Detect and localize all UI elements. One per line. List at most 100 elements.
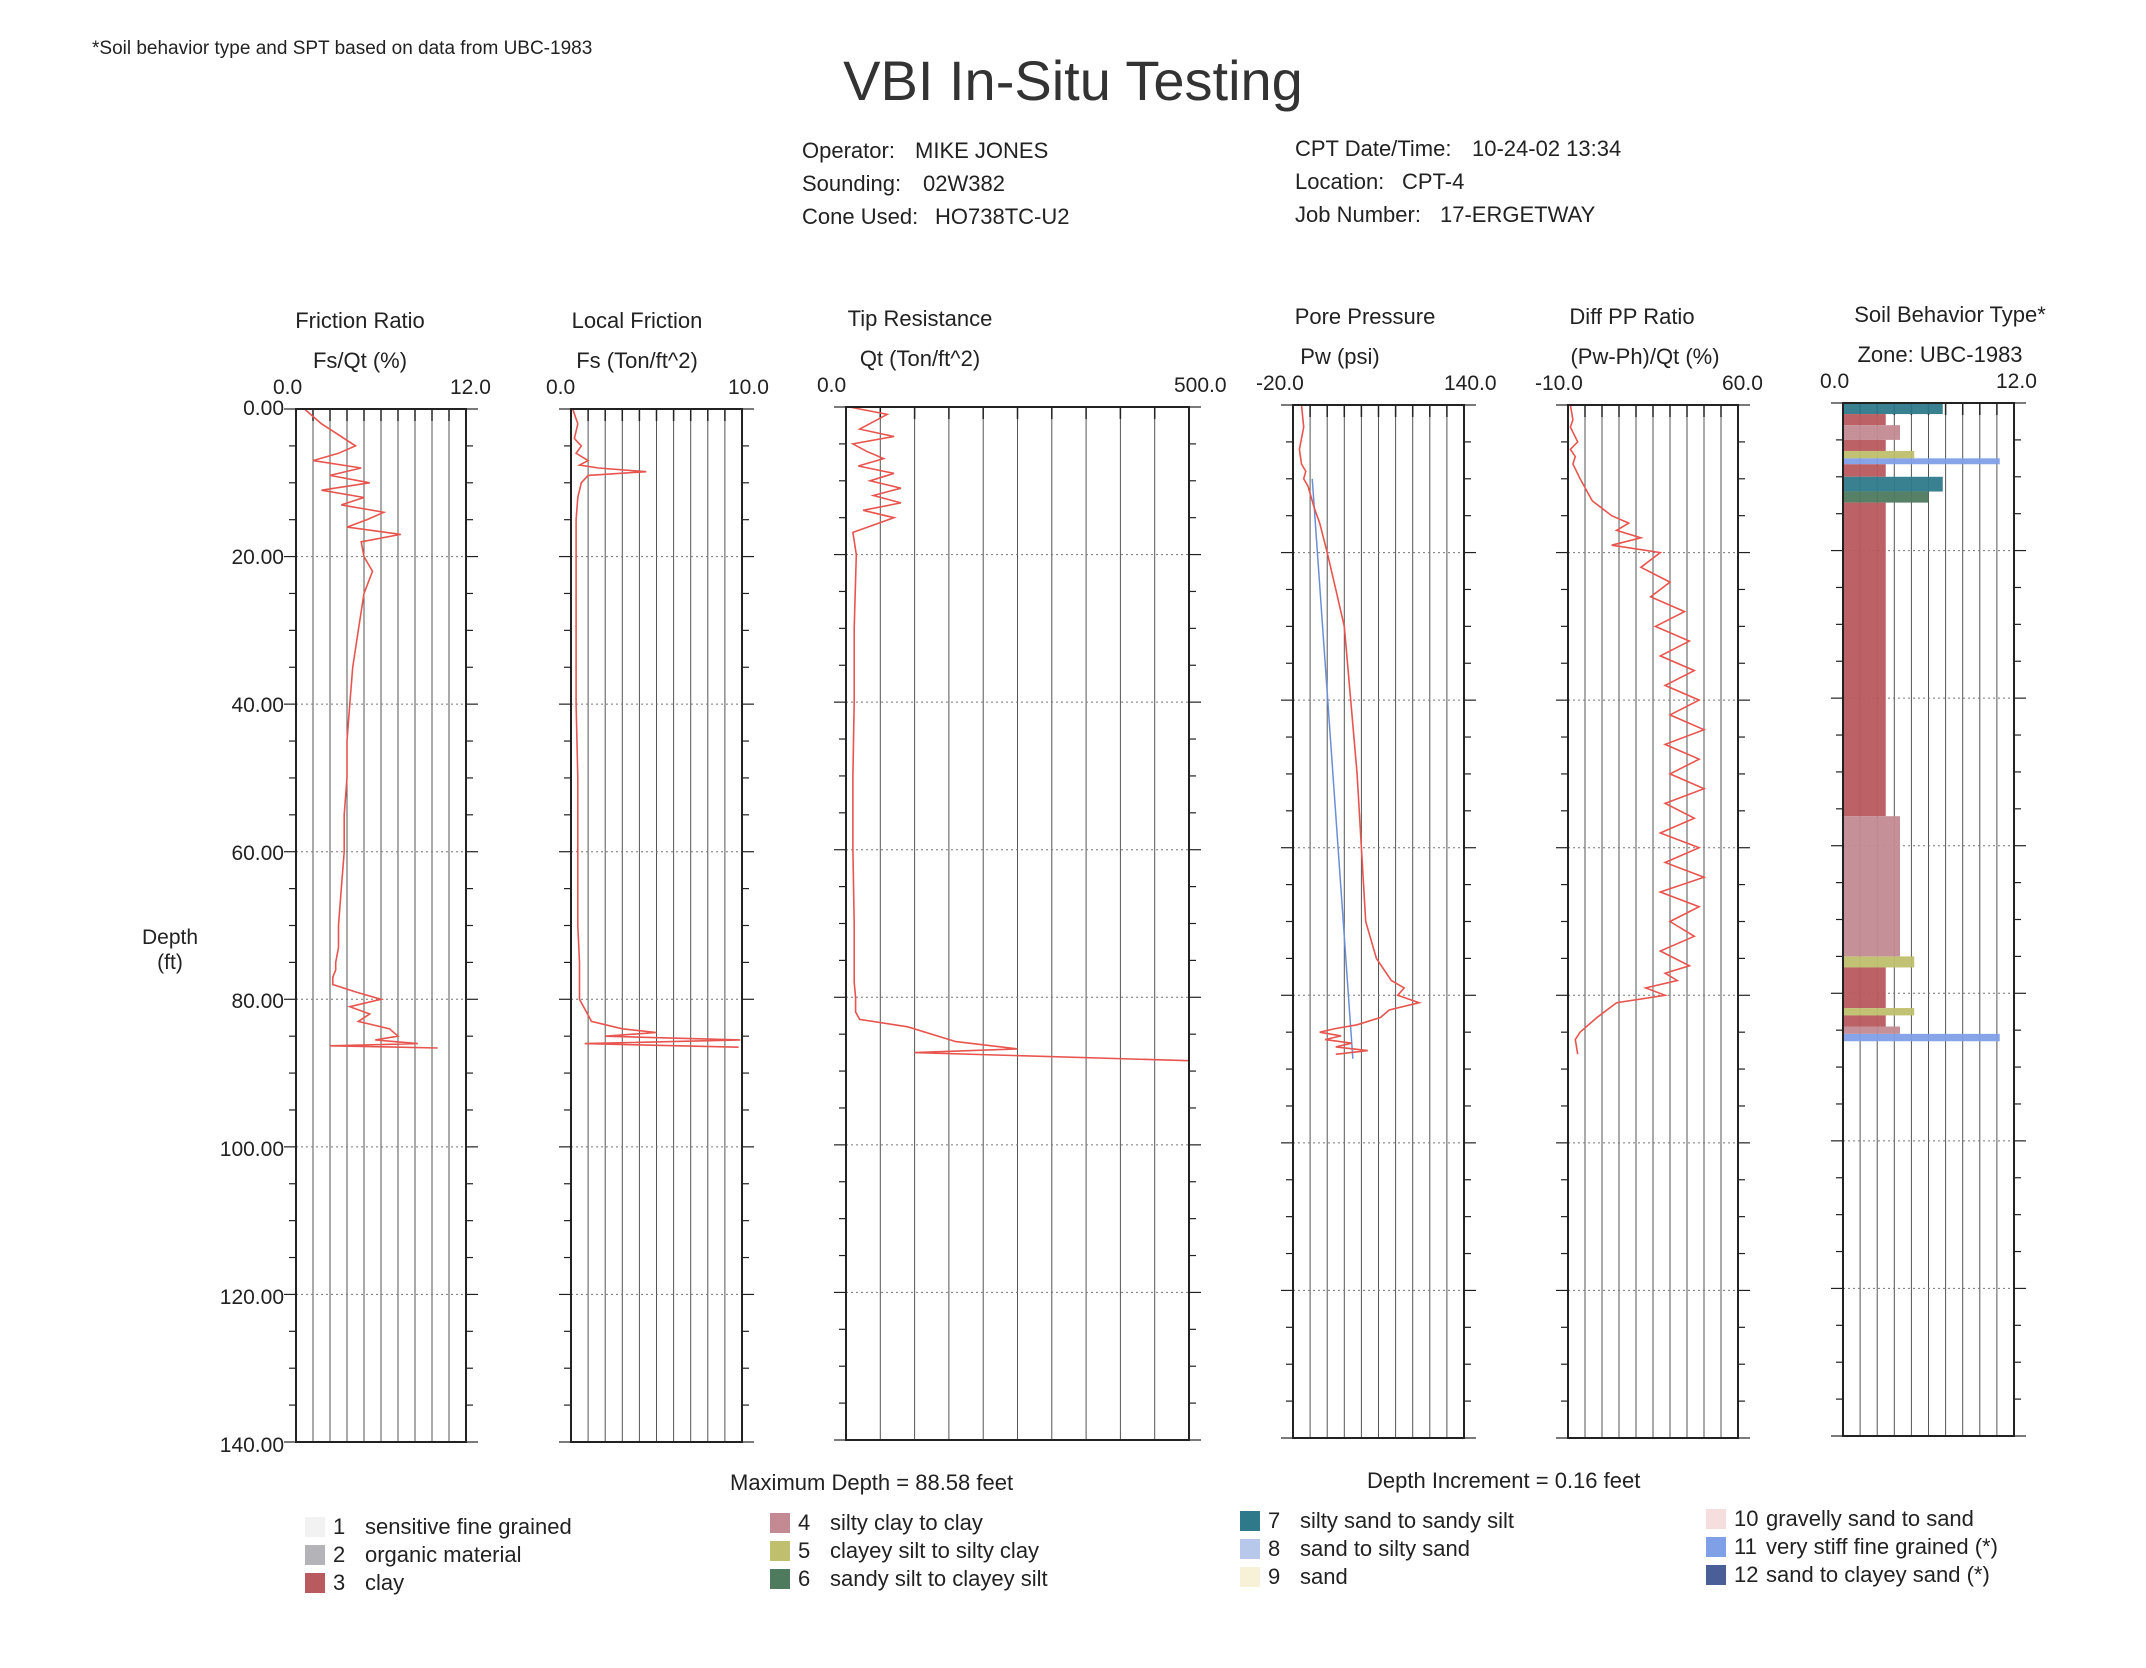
legend-item-zone-5: 5 clayey silt to silty clay	[770, 1538, 1039, 1564]
plot-title-friction-ratio: Friction Ratio	[295, 308, 425, 333]
soil-layer-zone-5	[1843, 1008, 1915, 1016]
soil-layer-zone-3	[1843, 464, 1886, 477]
legend-swatch	[1706, 1509, 1726, 1529]
xtick-left-pore-pressure: -20.0	[1256, 372, 1304, 395]
soil-layer-zone-7	[1843, 403, 1943, 415]
soil-layer-zone-7	[1843, 476, 1943, 492]
legend-item-zone-8: 8 sand to silty sand	[1240, 1536, 1470, 1562]
xtick-left-tip-resistance: 0.0	[817, 374, 847, 397]
max-depth-note: Maximum Depth = 88.58 feet	[730, 1470, 1014, 1495]
soil-layer-zone-4	[1843, 816, 1900, 957]
legend-item-zone-10: 10 gravelly sand to sand	[1706, 1506, 1974, 1532]
legend-swatch	[1240, 1567, 1260, 1587]
data-trace-tip-resistance	[849, 406, 1190, 1062]
soil-layer-zone-4	[1843, 425, 1900, 440]
operator-value: MIKE JONES	[915, 138, 1049, 163]
legend-number: 11	[1734, 1534, 1757, 1559]
plot-xlabel-diff-pp-ratio: (Pw-Ph)/Qt (%)	[1570, 344, 1720, 369]
depth-axis-unit: (ft)	[157, 951, 183, 974]
plot-title-pore-pressure: Pore Pressure	[1294, 304, 1436, 329]
location-label: Location:	[1295, 169, 1385, 194]
data-trace-local-friction	[571, 408, 741, 1048]
depth-tick-60: 60.00	[231, 842, 284, 865]
legend-number: 6	[798, 1566, 811, 1591]
depth-increment-note: Depth Increment = 0.16 feet	[1367, 1468, 1641, 1493]
plot-frame-pore-pressure	[1292, 404, 1465, 1439]
xtick-right-tip-resistance: 500.0	[1174, 374, 1227, 397]
legend-number: 8	[1268, 1536, 1281, 1561]
job-value: 17-ERGETWAY	[1440, 202, 1596, 227]
location-value: CPT-4	[1402, 169, 1465, 194]
legend-swatch	[770, 1513, 790, 1533]
legend-item-zone-1: 1 sensitive fine grained	[305, 1514, 572, 1540]
legend-item-zone-7: 7 silty sand to sandy silt	[1240, 1508, 1514, 1534]
legend-swatch	[770, 1541, 790, 1561]
data-trace-diff-pp-ratio	[1569, 404, 1707, 1055]
depth-tick-140: 140.00	[219, 1434, 284, 1457]
soil-layer-zone-11	[1843, 458, 2000, 465]
legend-swatch	[1706, 1537, 1726, 1557]
legend-item-zone-4: 4 silty clay to clay	[770, 1510, 983, 1536]
source-note: *Soil behavior type and SPT based on dat…	[92, 38, 593, 59]
legend-label: silty sand to sandy silt	[1300, 1508, 1514, 1533]
legend-swatch	[305, 1517, 325, 1537]
plot-xlabel-local-friction: Fs (Ton/ft^2)	[576, 348, 698, 373]
soil-layer-zone-11	[1843, 1033, 2000, 1042]
depth-tick-20: 20.00	[231, 546, 284, 569]
depth-tick-120: 120.00	[219, 1286, 284, 1309]
legend-swatch	[1240, 1539, 1260, 1559]
legend-number: 2	[333, 1542, 346, 1567]
plot-title-soil-behavior: Soil Behavior Type*	[1854, 302, 2046, 327]
plot-xlabel-friction-ratio: Fs/Qt (%)	[312, 348, 408, 373]
xtick-left-friction-ratio: 0.0	[273, 376, 303, 399]
soil-layer-zone-3	[1843, 502, 1886, 817]
plot-title-tip-resistance: Tip Resistance	[847, 306, 993, 331]
legend-label: sand to clayey sand (*)	[1766, 1562, 1990, 1587]
datetime-label: CPT Date/Time:	[1295, 136, 1452, 161]
plot-title-local-friction: Local Friction	[571, 308, 703, 333]
sounding-label: Sounding:	[802, 171, 902, 196]
data-trace-friction-ratio	[303, 408, 438, 1049]
legend-item-zone-12: 12 sand to clayey sand (*)	[1706, 1562, 1990, 1588]
legend-number: 5	[798, 1538, 811, 1563]
soil-layer-zone-6	[1843, 491, 1929, 503]
xtick-right-local-friction: 10.0	[728, 376, 769, 399]
cone-value: HO738TC-U2	[935, 204, 1070, 229]
legend-label: sand	[1300, 1564, 1348, 1589]
legend-label: gravelly sand to sand	[1766, 1506, 1974, 1531]
legend-item-zone-9: 9 sand	[1240, 1564, 1348, 1590]
legend-label: clay	[365, 1570, 405, 1595]
hydrostatic-line	[1311, 478, 1354, 1059]
xtick-left-local-friction: 0.0	[546, 376, 576, 399]
xtick-right-soil-behavior: 12.0	[1996, 370, 2037, 393]
legend-number: 1	[333, 1514, 346, 1539]
xtick-right-friction-ratio: 12.0	[450, 376, 491, 399]
depth-tick-100: 100.00	[219, 1138, 284, 1161]
plot-frame-local-friction	[570, 408, 743, 1443]
legend-label: organic material	[365, 1542, 522, 1567]
xtick-left-diff-pp-ratio: -10.0	[1535, 372, 1583, 395]
soil-layer-zone-5	[1843, 450, 1915, 459]
xtick-right-diff-pp-ratio: 60.0	[1722, 372, 1763, 395]
sounding-value: 02W382	[923, 171, 1005, 196]
plot-title-diff-pp-ratio: Diff PP Ratio	[1569, 304, 1695, 329]
page-title: VBI In-Situ Testing	[843, 49, 1303, 112]
plot-frame-soil-behavior	[1842, 402, 2015, 1437]
legend-number: 9	[1268, 1564, 1281, 1589]
legend-label: very stiff fine grained (*)	[1766, 1534, 1998, 1559]
operator-label: Operator:	[802, 138, 895, 163]
xtick-left-soil-behavior: 0.0	[1820, 370, 1850, 393]
legend-number: 7	[1268, 1508, 1281, 1533]
legend-label: sandy silt to clayey silt	[830, 1566, 1048, 1591]
xtick-right-pore-pressure: 140.0	[1444, 372, 1497, 395]
legend-label: sensitive fine grained	[365, 1514, 572, 1539]
depth-tick-80: 80.00	[231, 990, 284, 1013]
legend-number: 4	[798, 1510, 811, 1535]
legend-label: clayey silt to silty clay	[830, 1538, 1040, 1563]
legend-swatch	[1706, 1565, 1726, 1585]
legend-swatch	[1240, 1511, 1260, 1531]
legend-item-zone-6: 6 sandy silt to clayey silt	[770, 1566, 1048, 1592]
legend-number: 10	[1734, 1506, 1759, 1531]
legend-swatch	[770, 1569, 790, 1589]
